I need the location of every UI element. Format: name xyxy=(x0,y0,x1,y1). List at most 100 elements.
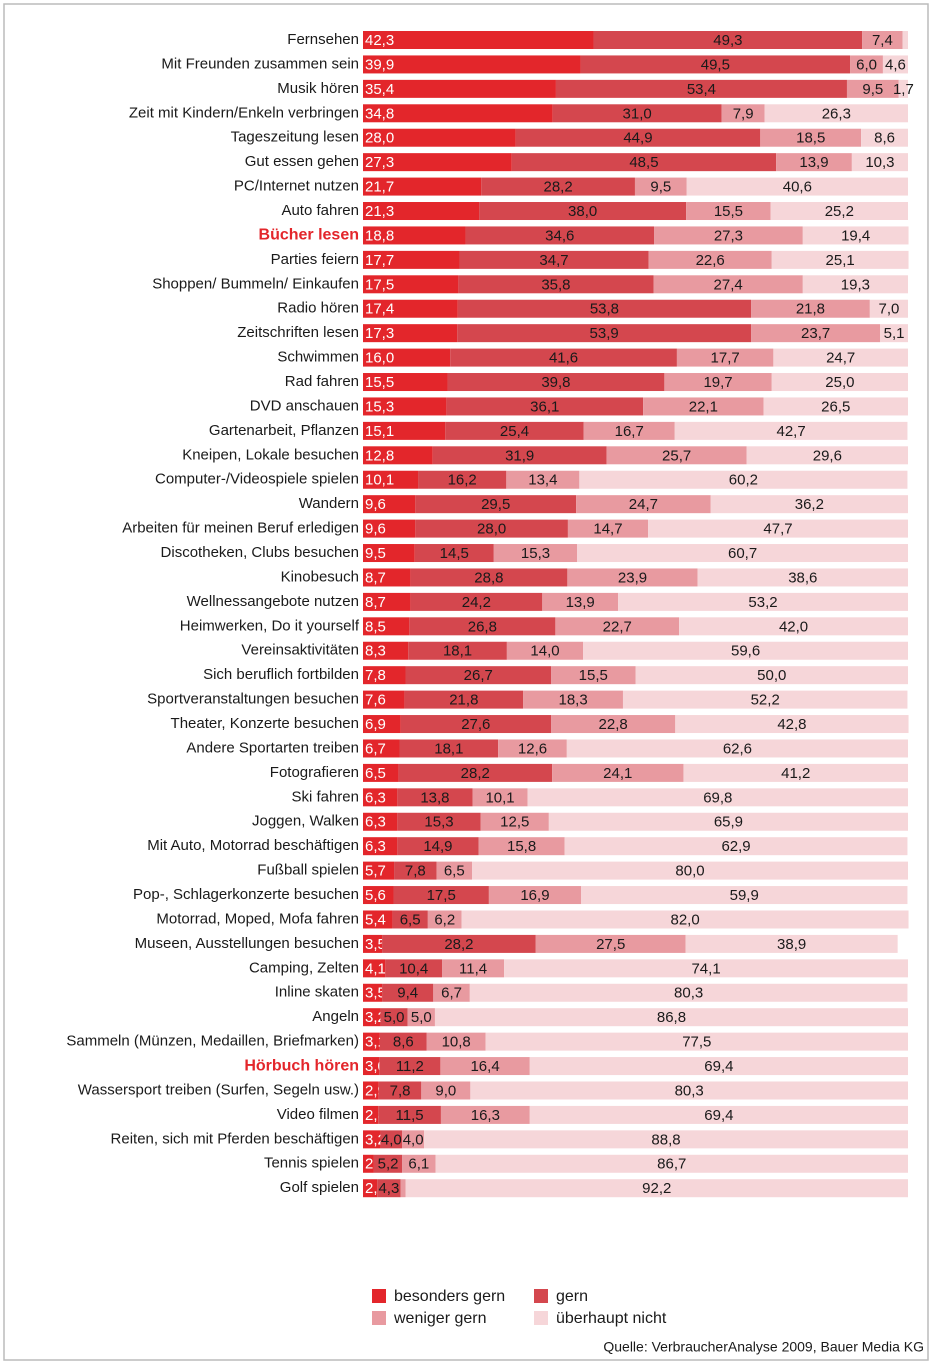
bar-segment xyxy=(450,348,677,367)
category-label: Wandern xyxy=(299,495,359,512)
bar-segment xyxy=(378,1081,422,1100)
bar-segment xyxy=(461,910,909,929)
bar-segment xyxy=(771,250,909,269)
value-label: 7,4 xyxy=(872,32,893,49)
bar-segment xyxy=(504,959,908,978)
legend-label: besonders gern xyxy=(394,1288,505,1305)
value-label: 62,9 xyxy=(721,838,750,855)
bar-segment xyxy=(363,1179,378,1198)
bar-segment xyxy=(363,861,395,880)
bar-segment xyxy=(363,617,410,636)
value-label: 21,8 xyxy=(796,301,825,318)
bar-segment xyxy=(410,592,543,611)
bar-segment xyxy=(898,79,908,98)
bar-segment xyxy=(511,153,777,172)
bar-segment xyxy=(664,373,772,392)
value-label: 39,8 xyxy=(541,374,570,391)
category-label: PC/Internet nutzen xyxy=(234,178,359,195)
bar-segment xyxy=(440,1105,530,1124)
value-label: 19,7 xyxy=(703,374,732,391)
bar-segment xyxy=(363,79,556,98)
category-label: Parties feiern xyxy=(271,251,359,268)
bar-segment xyxy=(363,934,383,953)
bar-segment xyxy=(394,861,437,880)
bar-segment xyxy=(880,324,908,343)
value-label: 21,7 xyxy=(365,179,394,196)
value-label: 34,6 xyxy=(545,227,574,244)
value-label: 7,8 xyxy=(390,1082,411,1099)
bar-segment xyxy=(393,886,489,905)
value-label: 7,8 xyxy=(365,667,386,684)
bar-segment xyxy=(363,55,581,74)
value-label: 28,8 xyxy=(474,569,503,586)
bar-segment xyxy=(618,592,908,611)
value-label: 27,3 xyxy=(714,227,743,244)
value-label: 29,5 xyxy=(481,496,510,513)
value-label: 10,4 xyxy=(399,960,428,977)
value-label: 15,8 xyxy=(507,838,536,855)
bar-segment xyxy=(751,324,881,343)
category-label: Bücher lesen xyxy=(259,227,359,244)
bar-segment xyxy=(379,1057,441,1076)
value-label: 53,8 xyxy=(590,301,619,318)
bar-segment xyxy=(515,128,761,147)
value-label: 8,6 xyxy=(874,130,895,147)
value-label: 17,4 xyxy=(365,301,394,318)
value-label: 60,2 xyxy=(729,472,758,489)
bar-segment xyxy=(363,421,446,440)
bar-segment xyxy=(869,299,908,318)
value-label: 4,3 xyxy=(378,1180,399,1197)
bar-segment xyxy=(710,495,908,514)
value-label: 28,0 xyxy=(477,521,506,538)
bar-segment xyxy=(643,397,764,416)
bar-segment xyxy=(363,446,433,465)
value-label: 53,2 xyxy=(748,594,777,611)
category-label: Shoppen/ Bummeln/ Einkaufen xyxy=(152,275,359,292)
bar-segment xyxy=(472,861,908,880)
value-label: 4,6 xyxy=(885,56,906,73)
bar-segment xyxy=(458,275,654,294)
bar-segment xyxy=(593,31,863,49)
bar-segment xyxy=(679,617,908,636)
bar-segment xyxy=(653,275,803,294)
value-label: 40,6 xyxy=(783,179,812,196)
value-label: 5,7 xyxy=(365,863,386,880)
category-label: Vereinsaktivitäten xyxy=(241,642,359,659)
bar-segment xyxy=(414,544,494,563)
value-label: 48,5 xyxy=(629,154,658,171)
value-label: 7,9 xyxy=(733,105,754,122)
category-label: Mit Freunden zusammen sein xyxy=(161,55,359,72)
value-label: 80,3 xyxy=(675,1082,704,1099)
bar-segment xyxy=(851,153,908,172)
bar-segment xyxy=(363,299,458,318)
bar-segment xyxy=(552,104,722,123)
bar-segment xyxy=(686,177,908,196)
bar-segment xyxy=(426,1032,486,1051)
value-label: 42,3 xyxy=(365,32,394,49)
value-label: 49,5 xyxy=(701,56,730,73)
value-label: 5,4 xyxy=(365,911,386,928)
category-label: Kneipen, Lokale besuchen xyxy=(182,446,359,463)
category-label: Fernsehen xyxy=(287,31,359,48)
category-label: Fußball spielen xyxy=(257,862,359,879)
value-label: 6,3 xyxy=(365,838,386,855)
bar-segment xyxy=(435,1154,908,1173)
bar-segment xyxy=(446,397,644,416)
value-label: 31,9 xyxy=(505,447,534,464)
value-label: 22,8 xyxy=(599,716,628,733)
value-label: 42,0 xyxy=(779,618,808,635)
value-label: 82,0 xyxy=(670,911,699,928)
category-label: Sportveranstaltungen besuchen xyxy=(147,691,359,708)
bar-segment xyxy=(760,128,862,147)
value-label: 22,1 xyxy=(689,398,718,415)
value-label: 52,2 xyxy=(751,692,780,709)
value-label: 28,2 xyxy=(444,936,473,953)
value-label: 14,9 xyxy=(423,838,452,855)
bar-segment xyxy=(686,202,771,221)
value-label: 26,7 xyxy=(464,667,493,684)
bar-segment xyxy=(363,568,411,587)
value-label: 13,9 xyxy=(799,154,828,171)
value-label: 25,1 xyxy=(826,252,855,269)
value-label: 5,2 xyxy=(378,1156,399,1173)
bar-segment xyxy=(363,1057,380,1076)
